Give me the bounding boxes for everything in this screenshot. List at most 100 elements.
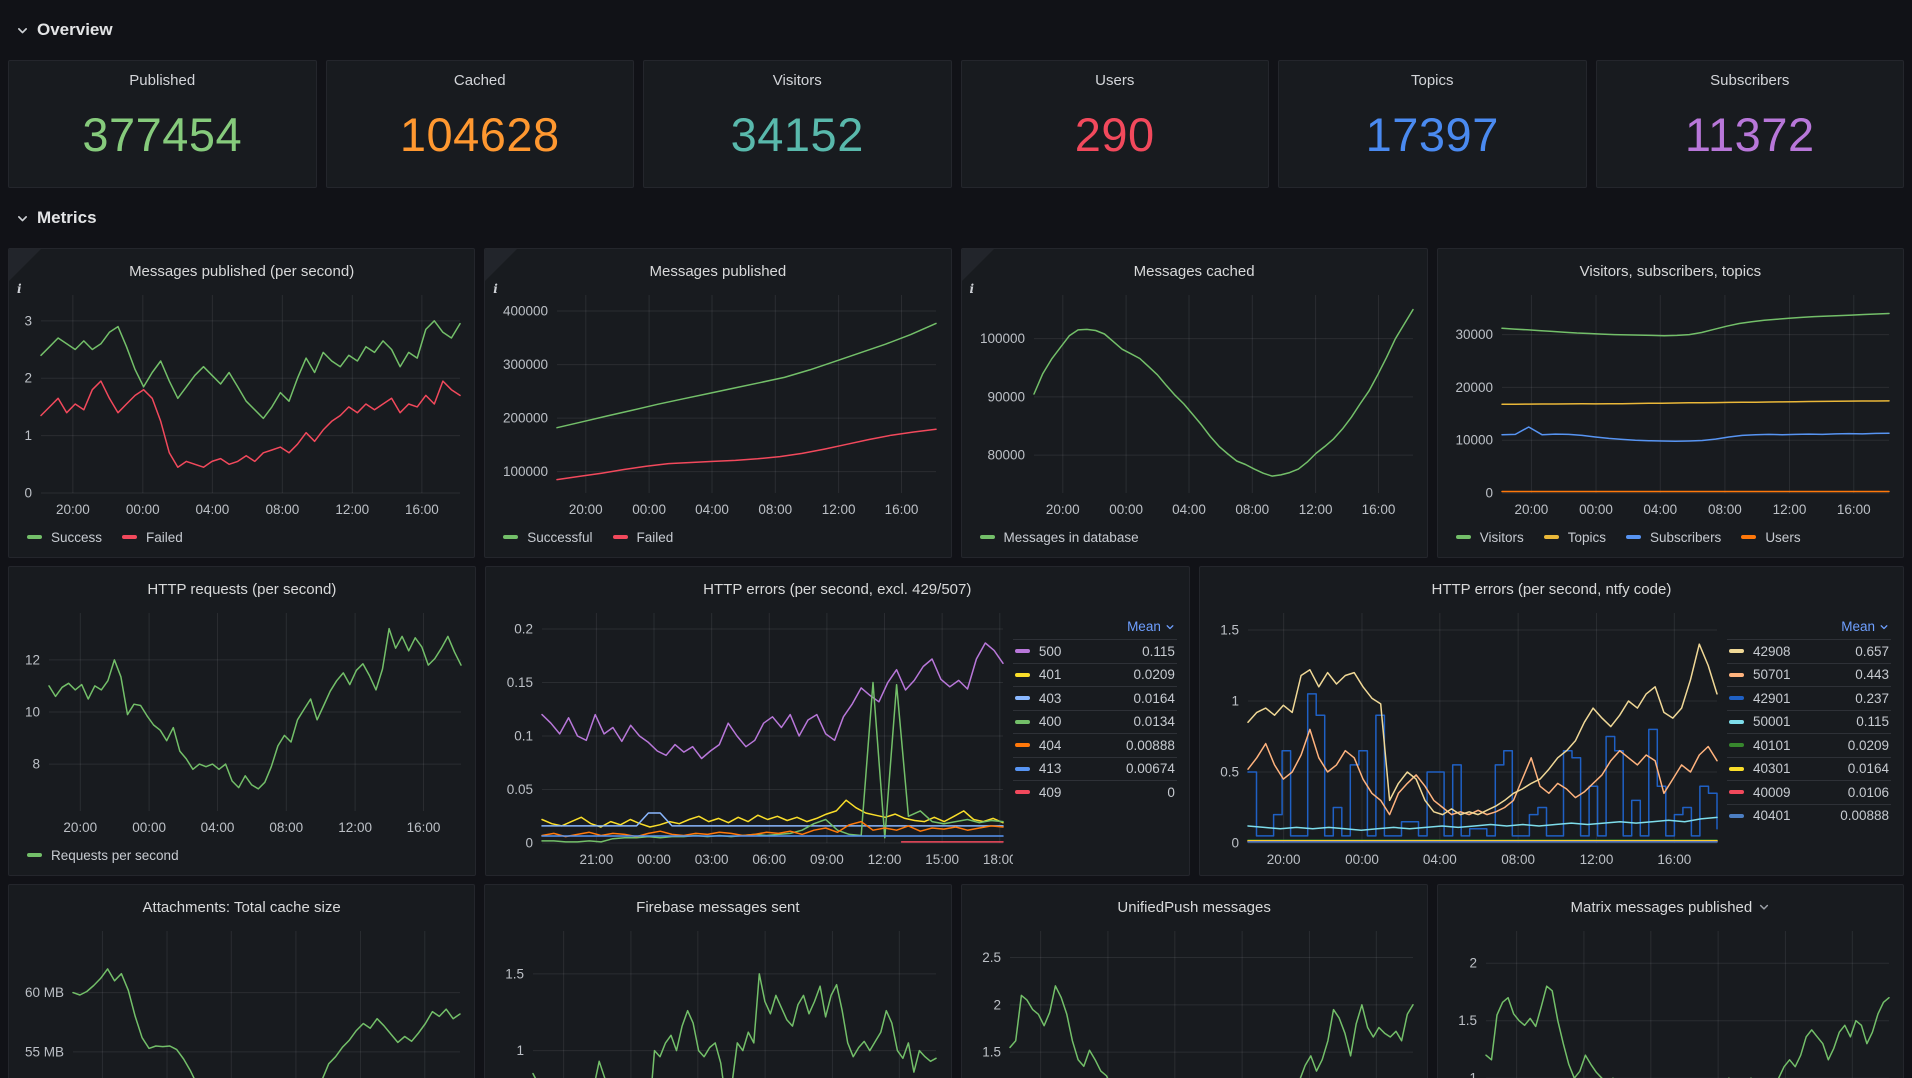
legend-row-413[interactable]: 413 0.00674 bbox=[1012, 756, 1177, 781]
chart-canvas[interactable]: 20:00 00:00 04:00 08:00 12:00 16:00 100000 2000… bbox=[489, 285, 946, 525]
panel-info-corner[interactable]: i bbox=[961, 249, 994, 295]
svg-text:00:00: 00:00 bbox=[632, 502, 666, 517]
svg-text:0.2: 0.2 bbox=[514, 622, 533, 637]
legend-row-40401[interactable]: 40401 0.00888 bbox=[1727, 803, 1892, 828]
legend-row-50001[interactable]: 50001 0.115 bbox=[1727, 709, 1892, 734]
legend-row-40101[interactable]: 40101 0.0209 bbox=[1727, 733, 1892, 757]
chart-canvas[interactable]: 20:00 00:00 04:00 08:00 12:00 16:00 80000 90000… bbox=[966, 285, 1423, 525]
svg-text:100000: 100000 bbox=[503, 464, 548, 479]
chart-canvas[interactable]: 20:00 00:00 04:00 08:00 12:00 16:00 0 1 2 3 bbox=[13, 285, 470, 525]
stat-value: 34152 bbox=[730, 107, 864, 161]
legend-label: 404 bbox=[1038, 737, 1062, 753]
svg-text:12:00: 12:00 bbox=[1579, 852, 1613, 867]
panel-title[interactable]: Messages published (per second) bbox=[9, 249, 474, 285]
legend-swatch bbox=[1729, 649, 1745, 654]
legend-mean-header[interactable]: Mean bbox=[1727, 617, 1891, 639]
legend-row-500[interactable]: 500 0.115 bbox=[1012, 639, 1177, 663]
panel-title-text: Visitors, subscribers, topics bbox=[1579, 262, 1762, 280]
legend-row-403[interactable]: 403 0.0164 bbox=[1012, 686, 1177, 710]
legend-item-subscribers[interactable]: Subscribers bbox=[1626, 530, 1721, 545]
svg-text:12:00: 12:00 bbox=[335, 502, 369, 517]
legend-row-42901[interactable]: 42901 0.237 bbox=[1727, 686, 1892, 710]
stat-panel-topics: Topics 17397 bbox=[1278, 60, 1587, 188]
chart-canvas[interactable]: 20:00 00:00 04:00 08:00 12:00 16:00 8 10 12 bbox=[13, 603, 471, 843]
svg-text:20:00: 20:00 bbox=[1514, 502, 1548, 517]
stat-panel-published: Published 377454 bbox=[8, 60, 317, 188]
legend-swatch bbox=[1455, 535, 1471, 539]
svg-text:08:00: 08:00 bbox=[265, 502, 299, 517]
stat-title: Topics bbox=[1410, 72, 1454, 89]
panel-title[interactable]: Messages cached bbox=[962, 249, 1427, 285]
legend-item-successful[interactable]: Successful bbox=[503, 529, 593, 545]
svg-text:1.5: 1.5 bbox=[1220, 623, 1239, 638]
legend-item-visitors[interactable]: Visitors bbox=[1455, 530, 1524, 545]
chart-canvas[interactable]: 20:00 00:00 04:00 08:00 12:00 16:00 0 10000 2000… bbox=[1442, 285, 1899, 525]
legend-item-failed[interactable]: Failed bbox=[612, 530, 673, 545]
panel-matrix-messages-published: Matrix messages published20:0000:0004:00… bbox=[1436, 884, 1904, 1078]
legend-row-42908[interactable]: 42908 0.657 bbox=[1727, 639, 1892, 663]
section-title-overview: Overview bbox=[37, 20, 113, 39]
svg-text:06:00: 06:00 bbox=[752, 852, 786, 867]
legend-item-topics[interactable]: Topics bbox=[1543, 530, 1606, 545]
svg-text:2.5: 2.5 bbox=[982, 950, 1001, 965]
svg-text:0: 0 bbox=[24, 486, 32, 501]
legend-row-40301[interactable]: 40301 0.0164 bbox=[1727, 756, 1892, 781]
chart-canvas[interactable]: 21:00 00:00 03:00 06:00 09:00 12:00 15:00 18:0 0… bbox=[490, 603, 1013, 875]
panel-title[interactable]: Messages published bbox=[485, 249, 950, 285]
legend-item-messages-in-database[interactable]: Messages in database bbox=[979, 529, 1139, 545]
legend-swatch bbox=[1729, 766, 1745, 771]
legend-row-401[interactable]: 401 0.0209 bbox=[1012, 662, 1177, 687]
legend-label: 400 bbox=[1038, 714, 1062, 730]
legend-value: 0.0164 bbox=[1847, 761, 1890, 777]
svg-text:2: 2 bbox=[993, 997, 1001, 1012]
panel-title[interactable]: Matrix messages published bbox=[1438, 885, 1903, 921]
panel-title[interactable]: HTTP requests (per second) bbox=[9, 567, 475, 603]
svg-text:00:00: 00:00 bbox=[1109, 502, 1143, 517]
panel-title[interactable]: UnifiedPush messages bbox=[962, 885, 1427, 921]
svg-text:08:00: 08:00 bbox=[269, 820, 303, 835]
legend-row-40009[interactable]: 40009 0.0106 bbox=[1727, 780, 1892, 804]
legend-item-users[interactable]: Users bbox=[1741, 530, 1801, 545]
stat-panel-cached: Cached 104628 bbox=[325, 60, 634, 188]
legend-item-requests-per-second[interactable]: Requests per second bbox=[27, 848, 179, 863]
legend-value: 0.0209 bbox=[1133, 667, 1175, 683]
panel-title[interactable]: Attachments: Total cache size bbox=[9, 885, 474, 921]
panel-title[interactable]: HTTP errors (per second, excl. 429/507) bbox=[486, 567, 1189, 603]
legend-swatch bbox=[1729, 743, 1745, 748]
legend-row-400[interactable]: 400 0.0134 bbox=[1012, 709, 1177, 734]
svg-text:1: 1 bbox=[1231, 694, 1239, 709]
section-header-metrics[interactable]: Metrics bbox=[8, 196, 1904, 240]
panel-http-errors-per-second-excl-429-507: HTTP errors (per second, excl. 429/507) 2… bbox=[484, 566, 1190, 876]
legend-label: Successful bbox=[527, 529, 593, 545]
panel-title[interactable]: Firebase messages sent bbox=[485, 885, 950, 921]
section-header-overview[interactable]: Overview bbox=[8, 8, 1904, 52]
svg-text:20000: 20000 bbox=[1455, 380, 1493, 395]
legend-swatch bbox=[27, 853, 42, 857]
panel-info-corner[interactable]: i bbox=[485, 249, 518, 295]
panel-title-text: Messages cached bbox=[1133, 262, 1255, 280]
legend-value: 0.115 bbox=[1142, 643, 1175, 659]
chart-canvas[interactable]: 20:00 00:00 04:00 08:00 12:00 16:00 0 0.5 1 1.5 bbox=[1204, 603, 1727, 875]
panel-title[interactable]: Visitors, subscribers, topics bbox=[1438, 249, 1903, 285]
legend-item-failed[interactable]: Failed bbox=[122, 530, 183, 545]
legend-mean-header[interactable]: Mean bbox=[1013, 617, 1177, 639]
panel-title-text: HTTP requests (per second) bbox=[147, 580, 337, 598]
panel-title[interactable]: HTTP errors (per second, ntfy code) bbox=[1200, 567, 1903, 603]
legend-label: Messages in database bbox=[1003, 529, 1139, 545]
legend-row-404[interactable]: 404 0.00888 bbox=[1012, 733, 1177, 757]
svg-text:16:00: 16:00 bbox=[1837, 502, 1871, 517]
svg-text:00:00: 00:00 bbox=[1345, 852, 1379, 867]
legend-row-409[interactable]: 409 0 bbox=[1012, 780, 1177, 804]
legend-table: Mean 500 0.115 401 0.0209 403 0.0164 400 0.0134 4… bbox=[1012, 617, 1185, 875]
legend-item-success[interactable]: Success bbox=[27, 530, 102, 545]
legend-row-50701[interactable]: 50701 0.443 bbox=[1727, 662, 1892, 687]
panel-info-corner[interactable]: i bbox=[9, 249, 41, 295]
legend-label: 40101 bbox=[1753, 737, 1791, 753]
svg-text:20:00: 20:00 bbox=[1045, 502, 1079, 517]
